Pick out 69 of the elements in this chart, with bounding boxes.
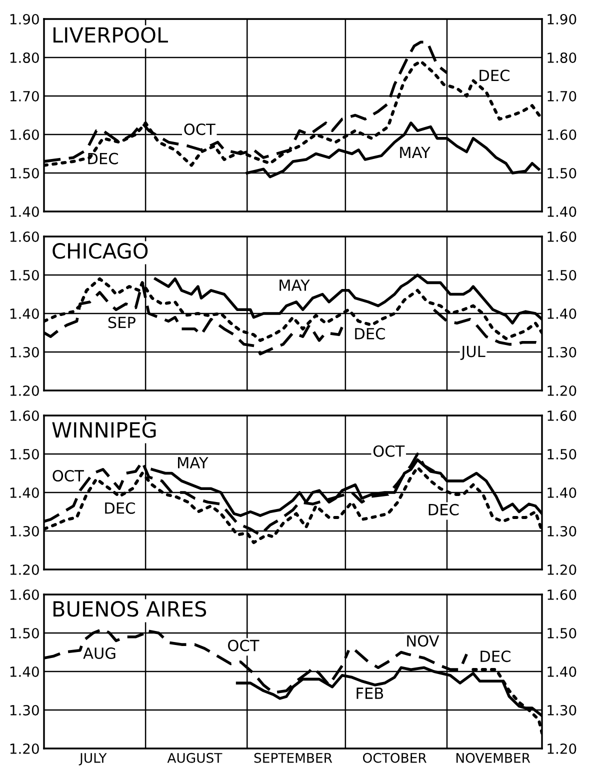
annotation: DEC (480, 650, 510, 662)
x-tick-label: SEPTEMBER (254, 752, 332, 763)
y-tick-label: 1.80 (10, 52, 39, 63)
annotation: OCT (184, 124, 216, 136)
annotation: AUG (83, 647, 116, 659)
y2-tick-label: 1.30 (548, 704, 576, 716)
y-tick-label: 1.50 (10, 270, 39, 280)
y-tick-label: 1.20 (10, 385, 39, 396)
y2-tick-label: 1.70 (548, 90, 576, 102)
annotation: MAY (280, 280, 310, 291)
y-tick-label: 1.30 (10, 704, 39, 716)
y2-tick-label: 1.40 (548, 487, 576, 498)
annotation: DEC (88, 152, 118, 164)
x-tick-label: AUGUST (167, 752, 222, 763)
y-tick-label: 1.60 (10, 129, 39, 140)
annotation: DEC (105, 502, 135, 514)
x-tick-label: JULY (78, 753, 107, 766)
y2-tick-label: 1.40 (548, 666, 576, 677)
y2-tick-label: 1.30 (548, 346, 576, 358)
y-tick-label: 1.40 (10, 666, 39, 677)
y-tick-label: 1.40 (10, 206, 39, 217)
annotation: SEP (108, 316, 136, 328)
annotation: JUL (460, 346, 486, 360)
y2-tick-label: 1.40 (548, 206, 576, 217)
y2-tick-label: 1.50 (548, 168, 576, 178)
y-tick-label: 1.90 (10, 14, 39, 24)
y-tick-label: 1.30 (10, 526, 39, 536)
x-tick-label: NOVEMBER (456, 752, 530, 763)
y-tick-label: 1.60 (10, 589, 39, 600)
y2-tick-label: 1.30 (548, 526, 576, 536)
y2-tick-label: 1.60 (548, 410, 576, 421)
annotation: OCT (52, 470, 84, 482)
y-tick-label: 1.30 (10, 346, 39, 358)
y2-tick-label: 1.20 (548, 385, 576, 396)
y2-tick-label: 1.50 (548, 628, 576, 638)
y2-tick-label: 1.60 (548, 589, 576, 600)
y2-tick-label: 1.20 (548, 564, 576, 575)
chart-title: BUENOS AIRES (54, 601, 206, 617)
y-tick-label: 1.60 (10, 410, 39, 421)
y-tick-label: 1.20 (10, 564, 39, 575)
y-tick-label: 1.40 (10, 487, 39, 498)
y2-tick-label: 1.50 (548, 448, 576, 460)
y-tick-label: 1.50 (10, 628, 39, 638)
y2-tick-label: 1.60 (548, 129, 576, 140)
annotation: DEC (355, 328, 385, 340)
chart-title: LIVERPOOL (54, 27, 168, 43)
y2-tick-label: 1.20 (548, 743, 576, 754)
annotation: MAY (400, 146, 430, 158)
y-tick-label: 1.50 (10, 448, 39, 460)
y2-tick-label: 1.80 (548, 52, 576, 63)
annotation: FEB (356, 688, 384, 699)
y-tick-label: 1.40 (10, 308, 39, 319)
y-tick-label: 1.70 (10, 90, 39, 102)
annotation: OCT (228, 640, 260, 652)
annotation: DEC (428, 504, 459, 516)
chart-title: WINNIPEG (52, 422, 156, 438)
y2-tick-label: 1.60 (548, 231, 576, 242)
annotation: DEC (480, 70, 510, 82)
y-tick-label: 1.60 (10, 231, 39, 242)
y2-tick-label: 1.50 (548, 270, 576, 280)
y-tick-label: 1.20 (10, 743, 39, 754)
y2-tick-label: 1.90 (548, 14, 576, 24)
y2-tick-label: 1.40 (548, 308, 576, 319)
annotation: NOV (407, 635, 440, 647)
chart-title: CHICAGO (52, 243, 148, 259)
y-tick-label: 1.50 (10, 168, 39, 178)
x-tick-label: OCTOBER (363, 752, 426, 763)
annotation: OCT (373, 445, 405, 457)
annotation: MAY (178, 457, 208, 468)
